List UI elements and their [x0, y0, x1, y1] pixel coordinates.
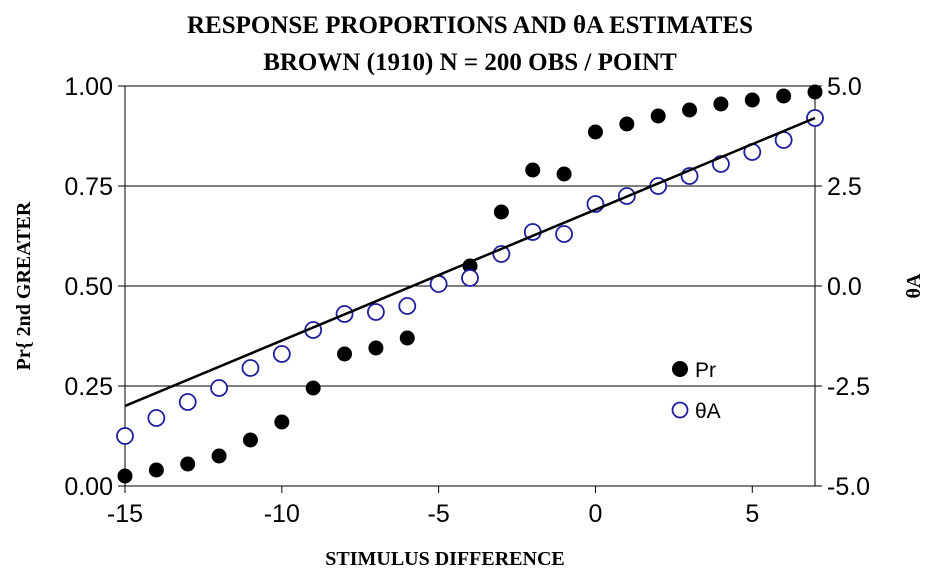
pr-point	[148, 462, 164, 478]
pr-point	[587, 124, 603, 140]
theta-point	[461, 269, 479, 287]
x-axis-title: STIMULUS DIFFERENCE	[325, 548, 564, 570]
pr-point	[242, 432, 258, 448]
left-y-axis: 0.00 0.25 0.50 0.75 1.00	[64, 73, 125, 501]
x-axis: -15 -10 -5 0 5	[107, 486, 759, 528]
pr-point	[274, 414, 290, 430]
x-tick-label: -5	[428, 500, 450, 528]
pr-point	[337, 346, 353, 362]
pr-point	[399, 330, 415, 346]
pr-point	[180, 456, 196, 472]
trend-line	[124, 116, 816, 408]
theta-point	[116, 427, 134, 445]
pr-point	[744, 92, 760, 108]
y-tick-label: 0.75	[64, 173, 113, 201]
theta-point	[367, 303, 385, 321]
right-y-axis: -5.0 -2.5 0.0 2.5 5.0	[815, 73, 870, 501]
legend: Pr θA	[671, 359, 721, 423]
pr-point	[619, 116, 635, 132]
pr-point	[493, 204, 509, 220]
theta-point	[147, 409, 166, 427]
y2-tick-label: 0.0	[827, 273, 862, 301]
y-tick-label: 1.00	[64, 73, 113, 101]
pr-point	[525, 162, 541, 178]
theta-point	[178, 393, 197, 411]
pr-point	[368, 340, 384, 356]
chart-subtitle: BROWN (1910) N = 200 OBS / POINT	[263, 49, 677, 76]
series-layer	[116, 84, 824, 484]
pr-point	[776, 88, 792, 104]
y2-axis-title: θA	[903, 273, 925, 298]
y2-tick-label: 2.5	[827, 173, 862, 201]
pr-point	[117, 468, 133, 484]
x-tick-label: 0	[589, 500, 603, 528]
theta-point	[398, 297, 417, 315]
pr-point	[682, 102, 698, 118]
pr-point	[713, 96, 729, 112]
y2-tick-label: -2.5	[827, 373, 870, 401]
theta-point	[241, 359, 260, 377]
y-tick-label: 0.25	[64, 373, 113, 401]
y-tick-label: 0.50	[64, 273, 113, 301]
pr-point	[211, 448, 227, 464]
theta-point	[210, 379, 228, 397]
x-tick-label: -15	[107, 500, 143, 528]
theta-point	[555, 225, 573, 243]
y2-tick-label: -5.0	[827, 473, 870, 501]
pr-point	[556, 166, 572, 182]
legend-marker-theta	[671, 401, 689, 419]
x-tick-label: 5	[745, 500, 759, 528]
legend-label-theta: θA	[695, 400, 721, 423]
y-tick-label: 0.00	[64, 473, 113, 501]
legend-label-pr: Pr	[695, 359, 716, 382]
pr-point	[807, 84, 823, 100]
pr-point	[305, 380, 321, 396]
y-axis-title: Pr{ 2nd GREATER	[13, 201, 35, 370]
legend-marker-pr	[672, 361, 688, 377]
y2-tick-label: 5.0	[827, 73, 862, 101]
x-tick-label: -10	[264, 500, 300, 528]
theta-point	[272, 345, 291, 363]
pr-point	[650, 108, 666, 124]
chart-title: RESPONSE PROPORTIONS AND θA ESTIMATES	[187, 12, 753, 39]
